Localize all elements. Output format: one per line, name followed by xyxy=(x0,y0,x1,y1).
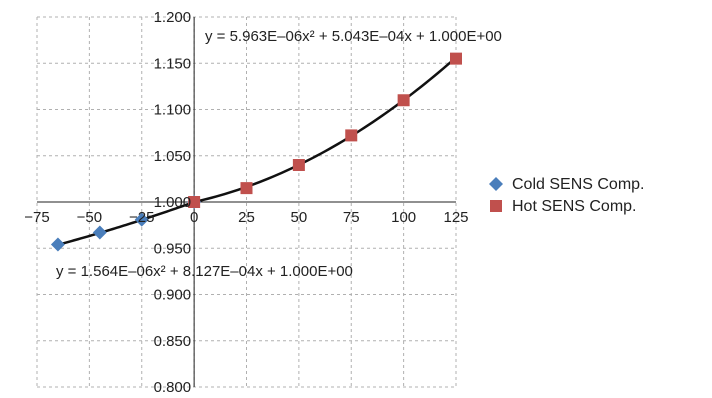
y-tick-label: 1.100 xyxy=(154,102,192,119)
y-tick-label: 1.150 xyxy=(154,55,192,72)
hot-data-point xyxy=(188,196,201,208)
legend-hot-label: Hot SENS Comp. xyxy=(512,198,636,215)
legend-cold-marker xyxy=(489,177,503,191)
cold-data-point xyxy=(50,237,65,252)
legend-cold-label: Cold SENS Comp. xyxy=(512,176,645,193)
tick-labels: −75 −50 −25 0 25 50 75 100 125 0.800 0.850 0.900 0.9… xyxy=(24,9,468,396)
y-tick-label: 0.800 xyxy=(154,379,192,396)
x-tick-label: 100 xyxy=(391,209,416,226)
x-tick-label: 75 xyxy=(343,209,360,226)
data-points xyxy=(50,52,462,252)
trendlines xyxy=(57,56,457,246)
hot-data-point xyxy=(450,52,462,65)
x-tick-label: 50 xyxy=(291,209,308,226)
hot-trendline-equation: y = 5.963E–06x² + 5.043E–04x + 1.000E+00 xyxy=(205,28,502,45)
hot-data-point xyxy=(240,182,253,195)
legend: Cold SENS Comp. Hot SENS Comp. xyxy=(489,176,645,215)
cold-trendline-equation: y = 1.564E–06x² + 8.127E–04x + 1.000E+00 xyxy=(56,263,353,280)
y-tick-label: 1.000 xyxy=(154,194,192,211)
x-tick-label: −25 xyxy=(129,209,154,226)
y-tick-label: 1.050 xyxy=(154,148,192,165)
hot-data-point xyxy=(397,94,410,107)
legend-hot-marker xyxy=(490,200,502,212)
trendline-hot xyxy=(193,56,457,204)
hot-data-point xyxy=(292,159,305,171)
y-tick-label: 1.200 xyxy=(154,9,192,26)
cold-data-point xyxy=(92,225,107,240)
x-tick-label: −50 xyxy=(77,209,102,226)
x-tick-label: 125 xyxy=(443,209,468,226)
x-tick-label: −75 xyxy=(24,209,49,226)
y-tick-label: 0.950 xyxy=(154,240,192,257)
y-tick-label: 0.900 xyxy=(154,287,192,304)
cold-data-point xyxy=(134,212,149,227)
x-tick-label: 0 xyxy=(190,209,198,226)
y-tick-label: 0.850 xyxy=(154,333,192,350)
x-tick-label: 25 xyxy=(238,209,255,226)
hot-data-point xyxy=(345,129,358,142)
trendline-cold xyxy=(57,200,195,246)
